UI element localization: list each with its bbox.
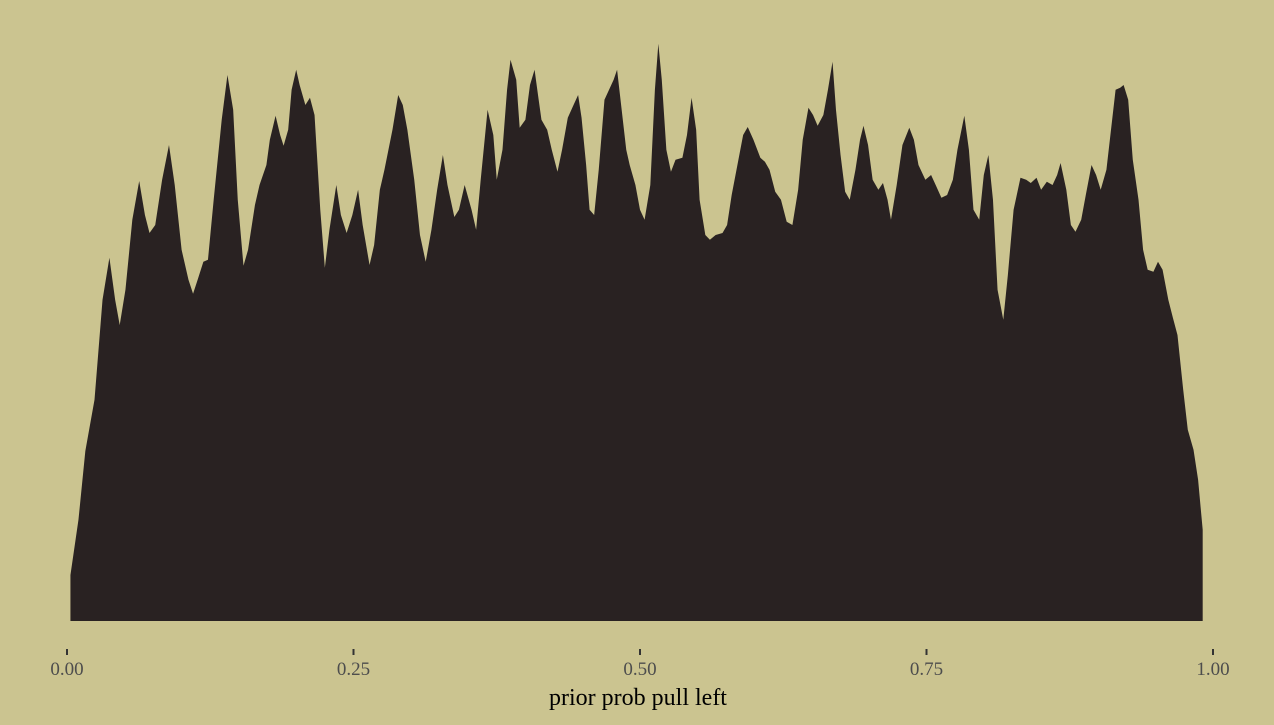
x-tick-label: 0.50 (623, 659, 656, 680)
x-axis-label: prior prob pull left (549, 685, 727, 711)
x-tick-label: 0.75 (910, 659, 943, 680)
x-tick-label: 1.00 (1196, 659, 1229, 680)
x-tick-label: 0.25 (337, 659, 370, 680)
x-tick-label: 0.00 (50, 659, 83, 680)
density-area (70, 43, 1203, 622)
